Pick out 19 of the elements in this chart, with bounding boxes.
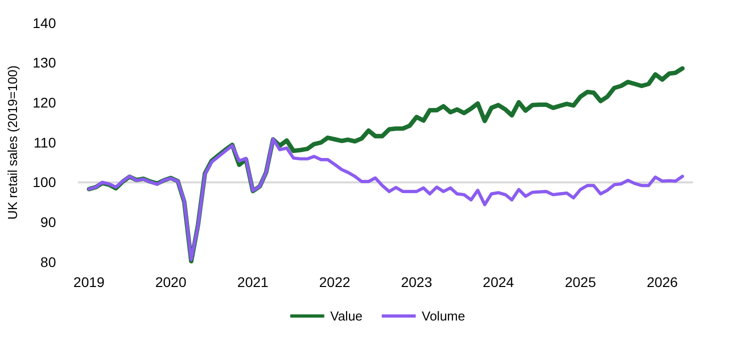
legend-label: Value bbox=[330, 308, 363, 324]
y-tick-label: 120 bbox=[32, 94, 56, 111]
y-tick-label: 110 bbox=[34, 134, 56, 150]
x-tick-label: 2022 bbox=[319, 274, 350, 290]
y-tick-label: 80 bbox=[40, 254, 56, 270]
y-tick-label: 90 bbox=[40, 214, 56, 230]
x-tick-label: 2023 bbox=[400, 274, 432, 290]
x-tick-label: 2021 bbox=[237, 274, 269, 290]
y-tick-label: 130 bbox=[32, 54, 56, 71]
x-tick-label: 2019 bbox=[73, 274, 105, 290]
x-tick-label: 2026 bbox=[646, 274, 678, 290]
y-axis-title: UK retail sales (2019=100) bbox=[5, 65, 20, 220]
x-tick-label: 2020 bbox=[155, 274, 187, 290]
y-tick-label: 140 bbox=[32, 14, 56, 31]
line-series bbox=[87, 137, 684, 262]
x-tick-label: 2025 bbox=[564, 274, 596, 290]
y-tick-label: 100 bbox=[32, 174, 56, 190]
legend-label: Volume bbox=[422, 308, 466, 324]
x-tick-label: 2024 bbox=[482, 274, 514, 290]
